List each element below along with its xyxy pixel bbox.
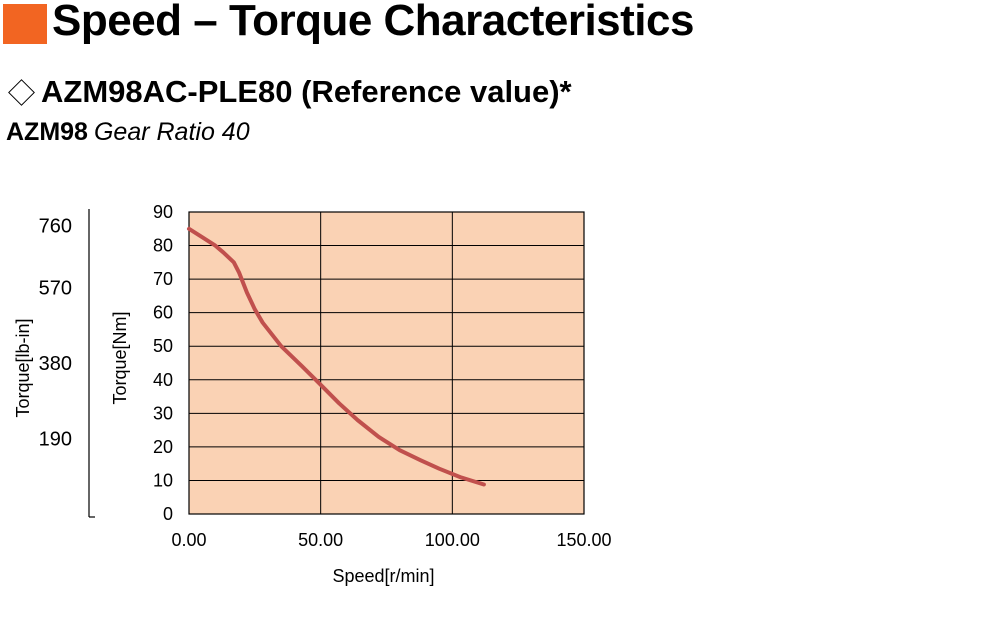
- y-tick-label-7: 70: [153, 269, 173, 289]
- y2-tick-label-3: 760: [39, 215, 72, 237]
- y-tick-labels: 0 10 20 30 40 50 60 70 80 90: [153, 202, 173, 524]
- y-tick-label-9: 90: [153, 202, 173, 222]
- x-tick-label-2: 100.00: [425, 530, 480, 550]
- subtitle-gear-ratio: Gear Ratio 40: [93, 118, 250, 146]
- subtitle-model: AZM98: [6, 118, 88, 146]
- y2-tick-label-2: 570: [39, 278, 72, 300]
- y-tick-label-6: 60: [153, 303, 173, 323]
- secondary-y-axis-label: Torque[lb-in]: [13, 318, 33, 417]
- model-heading: AZM98AC-PLE80 (Reference value)*: [4, 74, 572, 110]
- plot-background: [189, 212, 584, 514]
- y-tick-label-0: 0: [163, 504, 173, 524]
- model-label: AZM98AC-PLE80 (Reference value)*: [41, 74, 572, 109]
- header-accent-bar: [3, 4, 47, 44]
- y-tick-label-5: 50: [153, 336, 173, 356]
- x-tick-label-3: 150.00: [556, 530, 611, 550]
- y-axis-label: Torque[Nm]: [110, 311, 130, 404]
- series-line: [187, 226, 486, 487]
- y-tick-label-8: 80: [153, 236, 173, 256]
- y2-tick-label-0: 190: [39, 429, 72, 451]
- y-tick-label-2: 20: [153, 437, 173, 457]
- page-title: Speed – Torque Characteristics: [52, 0, 694, 45]
- plot-frame: [188, 211, 585, 515]
- x-axis-label: Speed[r/min]: [332, 566, 434, 586]
- secondary-y-tick-labels: 190 380 570 760: [39, 215, 72, 450]
- y-tick-label-3: 30: [153, 403, 173, 423]
- x-tick-label-0: 0.00: [171, 530, 206, 550]
- y-tick-label-4: 40: [153, 370, 173, 390]
- x-tick-label-1: 50.00: [298, 530, 343, 550]
- y-tick-label-1: 10: [153, 470, 173, 490]
- y2-tick-label-1: 380: [39, 353, 72, 375]
- x-tick-labels: 0.00 50.00 100.00 150.00: [171, 530, 611, 550]
- subtitle: AZM98 Gear Ratio 40: [6, 118, 250, 147]
